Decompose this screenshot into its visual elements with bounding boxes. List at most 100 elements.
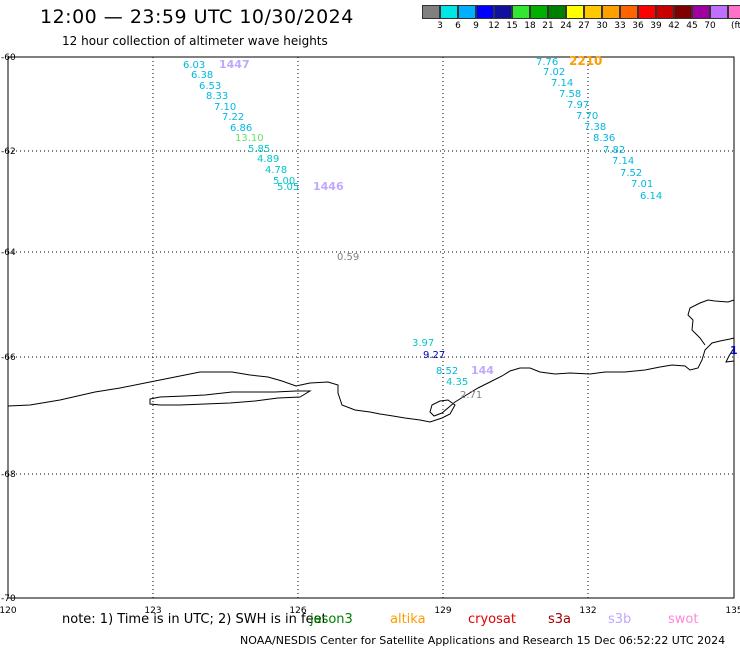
wave-height-label: 4.78 bbox=[265, 165, 287, 176]
lat-tick-label: -66 bbox=[1, 353, 16, 363]
legend-label: 6 bbox=[455, 21, 461, 31]
lat-tick-label: -68 bbox=[1, 470, 16, 480]
lon-tick-label: 120 bbox=[0, 606, 17, 616]
legend-label: 30 bbox=[596, 21, 608, 31]
wave-height-label: 7.22 bbox=[222, 112, 244, 123]
wave-height-label: 5.85 bbox=[248, 144, 270, 155]
legend-swatch bbox=[710, 5, 728, 19]
wave-height-label: 7.14 bbox=[612, 156, 634, 167]
wave-height-label: 6.86 bbox=[230, 123, 252, 134]
lat-tick-label: -64 bbox=[1, 248, 16, 258]
legend-label: 18 bbox=[524, 21, 536, 31]
wave-height-label: 7.76 bbox=[536, 57, 558, 68]
pass-time-label: 2210 bbox=[569, 54, 602, 68]
satellite-name: jason3 bbox=[310, 612, 353, 627]
wave-height-label: 8.36 bbox=[593, 133, 615, 144]
wave-height-label: 7.82 bbox=[603, 145, 625, 156]
wave-height-label: 7.52 bbox=[620, 168, 642, 179]
lon-tick-label: 129 bbox=[434, 606, 451, 616]
legend-label: 21 bbox=[542, 21, 554, 31]
legend-label: 33 bbox=[614, 21, 626, 31]
legend-label: 45 bbox=[686, 21, 698, 31]
wave-height-label: 13.10 bbox=[235, 133, 264, 144]
wave-height-label: 7.14 bbox=[551, 78, 573, 89]
satellite-name: s3a bbox=[548, 612, 572, 627]
legend-label: 12 bbox=[488, 21, 500, 31]
pass-time-label: 144 bbox=[471, 364, 494, 377]
wave-height-label: 7.10 bbox=[214, 102, 236, 113]
wave-height-label: 7.58 bbox=[559, 89, 581, 100]
legend-label: 27 bbox=[578, 21, 590, 31]
wave-height-label: 7.97 bbox=[567, 100, 589, 111]
observation-labels: 6.036.386.538.337.107.226.8613.105.854.8… bbox=[183, 54, 738, 401]
wave-height-label: 7.01 bbox=[631, 179, 653, 190]
legend-swatch bbox=[422, 5, 440, 19]
legend-swatch bbox=[638, 5, 656, 19]
legend-label: 9 bbox=[473, 21, 479, 31]
wave-height-label: 8.33 bbox=[206, 91, 228, 102]
wave-height-label: 8.52 bbox=[436, 366, 458, 377]
legend-label: 3 bbox=[437, 21, 443, 31]
wave-height-label: 6.38 bbox=[191, 70, 213, 81]
wave-height-label: 5.05 bbox=[277, 182, 299, 193]
legend-label: 24 bbox=[560, 21, 572, 31]
legend-swatch bbox=[566, 5, 584, 19]
coastline-path-3 bbox=[687, 299, 735, 346]
legend-swatch bbox=[530, 5, 548, 19]
wave-height-label: 7.38 bbox=[584, 122, 606, 133]
footnote: note: 1) Time is in UTC; 2) SWH is in fe… bbox=[62, 612, 327, 627]
lon-tick-label: 135 bbox=[725, 606, 740, 616]
satellite-name: altika bbox=[390, 612, 426, 627]
legend-swatch bbox=[440, 5, 458, 19]
legend-swatch bbox=[674, 5, 692, 19]
coastline-path-4 bbox=[725, 347, 735, 363]
wave-height-label: 2.71 bbox=[460, 390, 482, 401]
wave-height-label: 6.53 bbox=[199, 81, 221, 92]
wave-height-label: 7.70 bbox=[576, 111, 598, 122]
wave-height-label: 4.35 bbox=[446, 377, 468, 388]
lat-tick-label: -70 bbox=[1, 594, 16, 604]
wave-height-label: 9.27 bbox=[423, 350, 445, 361]
lon-tick-label: 126 bbox=[289, 606, 306, 616]
gridlines bbox=[8, 57, 734, 598]
satellite-name: swot bbox=[668, 612, 699, 627]
legend-swatch bbox=[458, 5, 476, 19]
legend-swatch bbox=[584, 5, 602, 19]
page-subtitle: 12 hour collection of altimeter wave hei… bbox=[62, 34, 328, 48]
legend-label: 15 bbox=[506, 21, 518, 31]
wave-height-label: 5.00 bbox=[273, 176, 295, 187]
legend-label: 70 bbox=[704, 21, 716, 31]
coastline-path-2 bbox=[149, 390, 312, 406]
legend-swatch bbox=[692, 5, 710, 19]
latitude-tick-labels: -60 -62 -64 -66 -68 -70 bbox=[1, 53, 16, 604]
satellite-name: cryosat bbox=[468, 612, 516, 627]
pass-time-label: 1446 bbox=[313, 180, 344, 193]
legend-label: 42 bbox=[668, 21, 680, 31]
wave-height-label: 6.14 bbox=[640, 191, 662, 202]
page-title: 12:00 — 23:59 UTC 10/30/2024 bbox=[40, 6, 354, 28]
legend-swatch bbox=[512, 5, 530, 19]
lat-tick-label: -62 bbox=[1, 147, 16, 157]
wave-height-label: 4.89 bbox=[257, 154, 279, 165]
legend-swatch bbox=[656, 5, 674, 19]
legend-swatch bbox=[728, 5, 740, 19]
credit-line: NOAA/NESDIS Center for Satellite Applica… bbox=[240, 634, 726, 647]
legend-swatch bbox=[476, 5, 494, 19]
legend-swatch bbox=[602, 5, 620, 19]
wave-height-label: 3.97 bbox=[412, 338, 434, 349]
lon-tick-label: 123 bbox=[144, 606, 161, 616]
lon-tick-label: 132 bbox=[579, 606, 596, 616]
legend-swatch bbox=[548, 5, 566, 19]
satellite-name: s3b bbox=[608, 612, 632, 627]
wave-height-label: 7.02 bbox=[543, 67, 565, 78]
lat-tick-label: -60 bbox=[1, 53, 16, 63]
wave-height-label: 0.59 bbox=[337, 252, 359, 263]
pass-time-label: 1 bbox=[730, 344, 738, 357]
coastline-path bbox=[7, 337, 735, 423]
legend-label: 36 bbox=[632, 21, 644, 31]
legend-swatch bbox=[494, 5, 512, 19]
wave-height-label: 6.03 bbox=[183, 60, 205, 71]
longitude-tick-labels: 120 123 126 129 132 135 bbox=[0, 606, 740, 616]
map-frame bbox=[7, 56, 735, 599]
